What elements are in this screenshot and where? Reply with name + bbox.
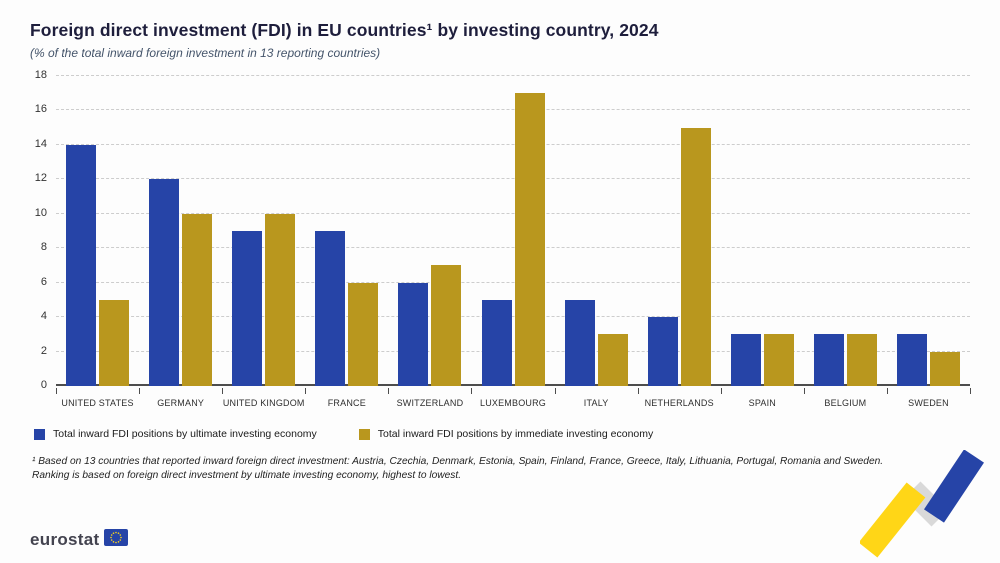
plot-area: 0 2 4 6 8 10 12 14 16 18 xyxy=(35,70,971,394)
y-tick-label: 14 xyxy=(34,137,47,150)
x-axis-tick xyxy=(388,388,390,394)
x-axis-category-label: FRANCE xyxy=(327,398,366,408)
x-axis-category-label: UNITED STATES xyxy=(61,398,134,408)
bar xyxy=(431,265,462,386)
x-axis-category-label: UNITED KINGDOM xyxy=(222,398,305,408)
y-tick-label: 2 xyxy=(40,344,47,357)
gridline xyxy=(56,75,970,76)
eurostat-logo: eurostat xyxy=(30,530,100,549)
bar-group xyxy=(638,76,721,386)
footnote-line-1: ¹ Based on 13 countries that reported in… xyxy=(32,456,884,467)
bar xyxy=(730,334,761,386)
x-axis-category-label: NETHERLANDS xyxy=(644,398,714,408)
bar xyxy=(813,334,844,386)
footer: eurostat xyxy=(30,529,129,551)
x-axis-category-label: SPAIN xyxy=(748,398,776,408)
bar xyxy=(680,127,711,386)
x-axis-tick xyxy=(970,388,971,394)
gridline xyxy=(56,178,970,180)
x-axis-tick xyxy=(139,388,141,394)
bar xyxy=(265,213,296,386)
eu-flag-icon xyxy=(104,529,129,551)
bar xyxy=(66,144,97,386)
legend: Total inward FDI positions by ultimate i… xyxy=(34,428,970,440)
bar-groups xyxy=(56,76,970,386)
gridline xyxy=(56,316,970,318)
bar xyxy=(348,282,379,386)
gridline xyxy=(56,281,970,283)
x-axis-tick xyxy=(720,388,722,394)
x-axis-category-label: BELGIUM xyxy=(824,398,867,408)
x-axis-line xyxy=(56,384,970,386)
bar xyxy=(398,282,429,386)
legend-label: Total inward FDI positions by immediate … xyxy=(377,428,654,440)
y-tick-label: 12 xyxy=(34,172,47,185)
bar xyxy=(647,317,678,386)
x-axis-tick xyxy=(471,388,473,394)
x-axis-tick xyxy=(305,388,307,394)
x-axis-category-label: SWITZERLAND xyxy=(396,398,464,408)
bar-group xyxy=(305,76,388,386)
legend-item: Total inward FDI positions by immediate … xyxy=(358,428,654,440)
x-axis-labels: UNITED STATES GERMANY UNITED KINGDOM FRANCE… xyxy=(56,386,970,408)
y-tick-label: 18 xyxy=(34,69,47,81)
legend-label: Total inward FDI positions by ultimate i… xyxy=(53,428,317,440)
gridline xyxy=(56,247,970,249)
y-tick-label: 4 xyxy=(40,310,47,323)
y-tick-label: 8 xyxy=(40,241,47,254)
footnote-line-2: Ranking is based on foreign direct inves… xyxy=(32,470,462,482)
bar xyxy=(315,231,346,386)
bar-group xyxy=(887,76,970,386)
bar xyxy=(99,299,130,386)
x-axis-tick xyxy=(637,388,639,394)
gridline xyxy=(56,143,970,145)
legend-swatch xyxy=(34,428,45,440)
bar xyxy=(182,213,213,386)
x-axis-tick xyxy=(222,388,224,394)
bar xyxy=(763,334,794,386)
x-axis-tick xyxy=(554,388,556,394)
bar xyxy=(232,231,263,386)
bar xyxy=(481,299,512,386)
bar xyxy=(896,334,927,386)
y-tick-label: 10 xyxy=(34,206,47,219)
bar-group xyxy=(388,76,471,386)
bar-group xyxy=(555,76,638,386)
bar-group xyxy=(804,76,887,386)
y-tick-label: 0 xyxy=(40,379,47,391)
chart-subtitle: (% of the total inward foreign investmen… xyxy=(30,46,381,60)
bar xyxy=(597,334,628,386)
ribbon-decoration-icon xyxy=(858,449,992,563)
y-tick-label: 6 xyxy=(40,275,47,288)
x-axis-category-label: GERMANY xyxy=(157,398,205,408)
gridline xyxy=(56,109,970,111)
x-axis-category-label: LUXEMBOURG xyxy=(480,398,547,408)
x-axis-tick xyxy=(803,388,805,394)
footnote: ¹ Based on 13 countries that reported in… xyxy=(32,455,902,484)
gridline xyxy=(56,212,970,214)
bar-group xyxy=(471,76,554,386)
gridline xyxy=(56,350,970,352)
bar-chart: 0 2 4 6 8 10 12 14 16 18 UNITED STATES GERMANY UNIT… xyxy=(30,70,971,408)
x-axis-tick xyxy=(56,388,57,394)
x-axis-category-label: ITALY xyxy=(583,398,609,408)
y-tick-label: 16 xyxy=(34,103,47,116)
bar-group xyxy=(139,76,222,386)
x-axis-category-label: SWEDEN xyxy=(908,398,949,408)
legend-item: Total inward FDI positions by ultimate i… xyxy=(34,428,317,440)
bar xyxy=(149,179,180,386)
bar-group xyxy=(721,76,804,386)
chart-title: Foreign direct investment (FDI) in EU co… xyxy=(30,20,659,40)
bar xyxy=(929,351,960,386)
bar xyxy=(564,299,595,386)
bar xyxy=(846,334,877,386)
legend-swatch xyxy=(358,428,370,440)
bar xyxy=(514,93,545,386)
bar-group xyxy=(56,76,139,386)
x-axis-tick xyxy=(886,388,888,394)
bar-group xyxy=(222,76,305,386)
